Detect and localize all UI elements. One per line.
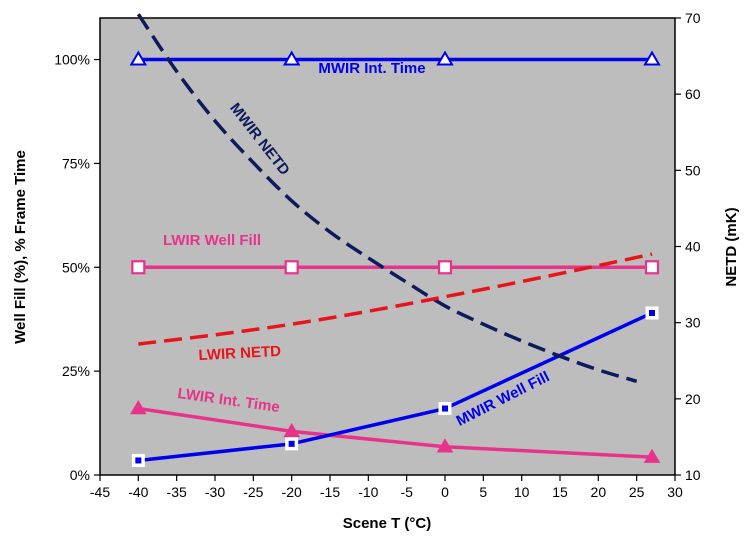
series-marker-2 [130,400,147,415]
x-tick-label: 15 [552,484,568,500]
series-line-2 [138,406,653,459]
y-right-tick-label: 50 [685,162,701,178]
x-tick-label: 10 [514,484,530,500]
y-left-tick-label: 25% [62,363,90,379]
series-marker-dot-3 [288,440,295,447]
series-marker-1 [437,260,453,275]
y-axis-right-title: NETD (mK) [723,207,740,286]
x-tick-label: 5 [479,484,487,500]
x-tick-label: -45 [90,484,110,500]
x-tick-label: -30 [205,484,225,500]
series-lines [136,13,653,463]
series-marker-0 [129,50,148,66]
x-tick-label: -5 [400,484,413,500]
y-right-tick-label: 60 [685,86,701,102]
x-tick-label: -40 [128,484,148,500]
x-tick-label: 25 [629,484,645,500]
y-right-tick-label: 30 [685,315,701,331]
series-marker-dot-3 [135,457,142,464]
series-marker-1 [284,260,299,275]
x-tick-label: 30 [667,484,683,500]
x-tick-label: -25 [243,484,263,500]
y-left-tick-label: 100% [54,52,90,68]
y-right-tick-label: 20 [685,391,701,407]
series-line-3 [138,311,653,463]
series-marker-2 [643,448,661,463]
series-marker-0 [282,50,301,66]
label-lwir-well-fill: LWIR Well Fill [163,232,261,249]
x-tick-label: -15 [320,484,340,500]
x-tick-label: -20 [282,484,302,500]
series-markers [129,50,661,467]
series-marker-0 [643,50,661,66]
label-lwir-netd: LWIR NETD [198,343,281,364]
series-line-5 [138,252,653,346]
series-marker-dot-3 [442,405,448,412]
series-line-4 [136,13,638,383]
y-left-tick-label: 0% [70,467,90,483]
series-marker-2 [436,438,454,453]
x-tick-label: 20 [591,484,607,500]
series-marker-2 [283,422,300,438]
x-tick-label: -10 [358,484,378,500]
y-axis-left-title: Well Fill (%), % Frame Time [12,150,29,344]
y-right-tick-label: 10 [685,467,701,483]
y-left-tick-label: 75% [62,155,90,171]
label-mwir-int-time: MWIR Int. Time [318,60,425,77]
axes: -45 -40 -35 -30 -25 -20 -15 -10 -5 0 5 10 15 20 25 30 0%… [54,10,701,500]
series-marker-dot-3 [649,309,655,316]
y-right-tick-label: 40 [685,239,701,255]
y-right-tick-label: 70 [685,10,701,26]
x-tick-label: 0 [441,484,449,500]
series-marker-0 [436,50,454,66]
x-tick-label: -35 [167,484,187,500]
series-marker-1 [131,260,146,275]
series-marker-1 [644,260,660,275]
x-axis-title: Scene T (°C) [343,515,432,532]
plot-area [99,17,676,476]
y-left-tick-label: 50% [62,259,90,275]
